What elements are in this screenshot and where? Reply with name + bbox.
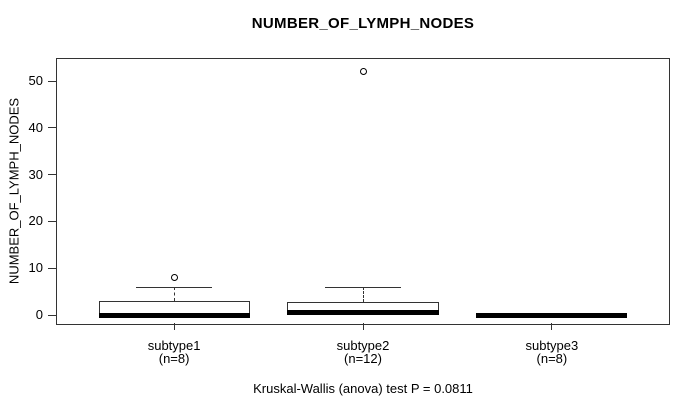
category-sublabel: (n=8) [158, 351, 190, 366]
category-label-group: subtype2 (n=12) [273, 339, 453, 365]
x-axis-tick [173, 323, 175, 330]
y-axis-tick-label: 20 [28, 213, 43, 229]
y-axis-tick-label: 50 [28, 73, 43, 88]
x-axis-tick [551, 323, 553, 330]
y-axis-tick-label: 40 [28, 119, 43, 135]
y-axis-tick [48, 80, 56, 82]
y-axis-tick [48, 314, 56, 316]
median-line [287, 310, 439, 316]
category-label: subtype2 [336, 338, 390, 353]
y-axis-tick-label: 0 [35, 307, 43, 323]
whisker-line-upper [362, 287, 364, 303]
category-sublabel: (n=12) [344, 351, 382, 366]
category-sublabel: (n=8) [536, 351, 568, 366]
chart-title: NUMBER_OF_LYMPH_NODES [251, 15, 475, 32]
whisker-cap-upper [136, 286, 212, 288]
category-label: subtype3 [525, 338, 579, 353]
whisker-line-upper [173, 287, 175, 302]
median-line [476, 312, 628, 318]
category-label-group: subtype3 (n=8) [462, 339, 642, 365]
outlier-point [359, 68, 367, 76]
x-axis-tick [362, 323, 364, 330]
category-label: subtype1 [147, 338, 201, 353]
y-axis-tick [48, 127, 56, 129]
y-axis-tick [48, 220, 56, 222]
outlier-point [170, 274, 178, 282]
plot-area: 0 10 20 30 40 50 subtype1 (n=8) subtype2 (n=12) su… [29, 58, 670, 365]
y-axis-tick-label: 30 [28, 166, 43, 182]
category-label-group: subtype1 (n=8) [84, 339, 264, 365]
whisker-cap-upper [325, 286, 401, 288]
stat-test-caption: Kruskal-Wallis (anova) test P = 0.0811 [253, 381, 473, 396]
y-axis-tick [48, 267, 56, 269]
y-axis-tick [48, 174, 56, 176]
y-axis-tick-label: 10 [28, 260, 43, 276]
median-line [98, 312, 250, 318]
